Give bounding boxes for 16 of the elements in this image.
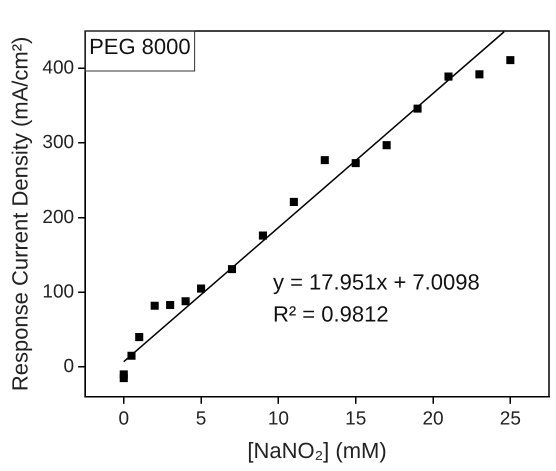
x-tick-label: 10 [268, 408, 289, 430]
y-tick-label: 0 [64, 356, 74, 378]
x-tick-label: 20 [422, 408, 444, 430]
x-axis-title: [NaNO₂] (mM) [247, 438, 387, 463]
x-tick-label: 0 [118, 408, 130, 430]
y-tick-label: 300 [42, 132, 74, 154]
y-tick-label: 400 [42, 58, 74, 79]
y-tick-label: 100 [42, 282, 74, 303]
annotation: y = 17.951x + 7.0098 [272, 269, 480, 294]
annotation: PEG 8000 [89, 34, 191, 60]
annotation: R² = 0.9812 [272, 301, 389, 326]
y-tick-label: 200 [42, 206, 74, 228]
x-tick-label: 25 [500, 408, 521, 430]
y-axis-title: Response Current Density (mA/cm²) [7, 36, 32, 392]
x-tick-label: 15 [345, 408, 366, 430]
x-tick-label: 5 [196, 408, 206, 430]
